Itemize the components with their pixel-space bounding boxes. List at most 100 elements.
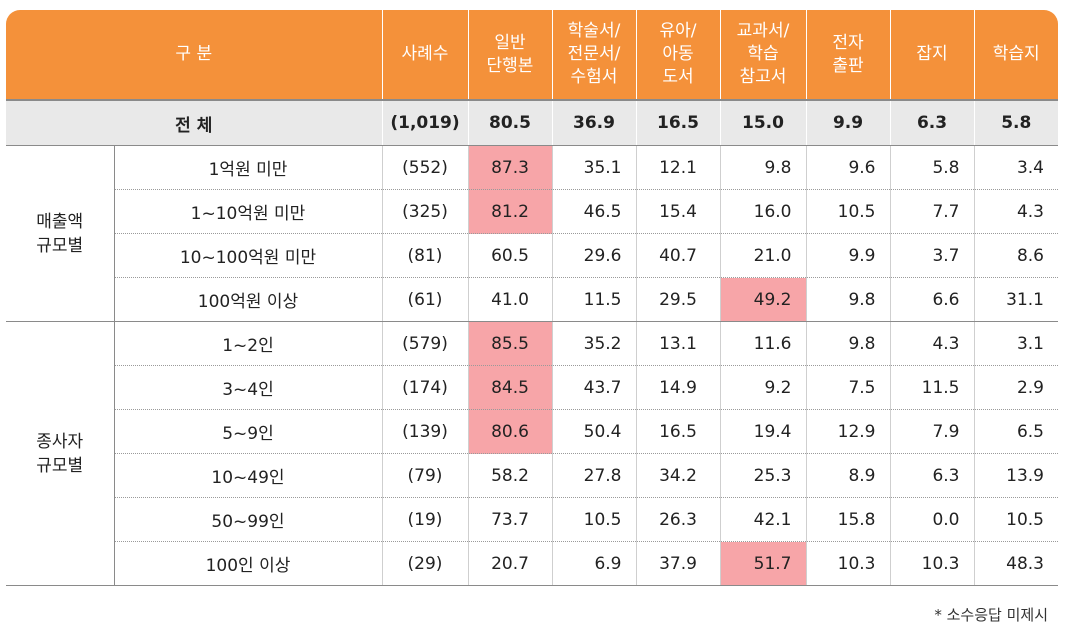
- row-value: 6.5: [973, 409, 1058, 454]
- row-value: 35.2: [551, 321, 636, 366]
- row-count: (61): [381, 277, 468, 322]
- row-value: 25.3: [719, 453, 806, 498]
- table-row: 100인 이상 (29) 20.7 6.9 37.9 51.7 10.3 10.3 48.3: [6, 541, 1058, 586]
- row-value: 13.1: [635, 321, 720, 366]
- table-row: 10~49인 (79) 58.2 27.8 34.2 25.3 8.9 6.3 13.9: [6, 453, 1058, 498]
- row-value: 11.5: [551, 277, 636, 322]
- row-value: 6.9: [551, 541, 636, 586]
- group-label: 종사자 규모별: [6, 321, 114, 586]
- row-value: 5.8: [889, 145, 974, 190]
- header-col4-line: 학습: [747, 44, 779, 64]
- table-row: 1~10억원 미만 (325) 81.2 46.5 15.4 16.0 10.5 7.7 4.3: [6, 189, 1058, 234]
- row-value: 10.3: [805, 541, 890, 586]
- row-value: 7.7: [889, 189, 974, 234]
- row-label: 1억원 미만: [113, 145, 382, 190]
- row-label: 50~99인: [113, 497, 382, 542]
- row-value: 9.8: [805, 321, 890, 366]
- row-value: 4.3: [889, 321, 974, 366]
- table-row: 50~99인 (19) 73.7 10.5 26.3 42.1 15.8 0.0 10.5: [6, 497, 1058, 542]
- row-value: 80.6: [467, 409, 552, 454]
- row-value: 14.9: [635, 365, 720, 410]
- header-col2: 학술서/ 전문서/ 수험서: [551, 10, 636, 100]
- table-row: 매출액 규모별 1억원 미만 (552) 87.3 35.1 12.1 9.8 9.6 5.8 3.…: [6, 145, 1058, 322]
- survey-table: 구 분 사례수 일반 단행본 학술서/ 전문서/ 수험서 유아/ 아동 도서: [6, 10, 1058, 586]
- row-value: 10.5: [551, 497, 636, 542]
- total-row: 전 체 (1,019) 80.5 36.9 16.5 15.0 9.9 6.3 …: [6, 99, 1058, 146]
- row-count: (81): [381, 233, 468, 278]
- row-value: 26.3: [635, 497, 720, 542]
- row-value: 51.7: [719, 541, 806, 586]
- row-label: 1~2인: [113, 321, 382, 366]
- row-count: (579): [381, 321, 468, 366]
- row-value: 7.5: [805, 365, 890, 410]
- row-value: 43.7: [551, 365, 636, 410]
- row-value: 3.7: [889, 233, 974, 278]
- group-label-line: 종사자: [36, 431, 84, 452]
- header-count: 사례수: [381, 10, 468, 100]
- row-value: 3.1: [973, 321, 1058, 366]
- row-value: 13.9: [973, 453, 1058, 498]
- row-value: 85.5: [467, 321, 552, 366]
- row-value: 21.0: [719, 233, 806, 278]
- total-value: 9.9: [805, 99, 890, 146]
- header-col1: 일반 단행본: [467, 10, 552, 100]
- row-value: 11.5: [889, 365, 974, 410]
- total-value: 16.5: [635, 99, 720, 146]
- row-count: (174): [381, 365, 468, 410]
- row-value: 9.6: [805, 145, 890, 190]
- row-value: 10.3: [889, 541, 974, 586]
- header-col2-line: 전문서/: [567, 44, 621, 64]
- row-value: 49.2: [719, 277, 806, 322]
- row-value: 42.1: [719, 497, 806, 542]
- row-count: (139): [381, 409, 468, 454]
- header-col3-line: 유아/: [659, 21, 697, 41]
- table-row: 5~9인 (139) 80.6 50.4 16.5 19.4 12.9 7.9 6.5: [6, 409, 1058, 454]
- row-value: 84.5: [467, 365, 552, 410]
- row-value: 12.1: [635, 145, 720, 190]
- row-value: 60.5: [467, 233, 552, 278]
- row-value: 8.6: [973, 233, 1058, 278]
- group-label-line: 규모별: [36, 235, 84, 256]
- header-col2-line: 학술서/: [567, 21, 621, 41]
- total-value: 80.5: [467, 99, 552, 146]
- row-value: 29.6: [551, 233, 636, 278]
- row-value: 16.0: [719, 189, 806, 234]
- header-col3: 유아/ 아동 도서: [635, 10, 720, 100]
- row-value: 9.2: [719, 365, 806, 410]
- row-value: 9.8: [805, 277, 890, 322]
- row-count: (29): [381, 541, 468, 586]
- header-col5-line: 출판: [832, 55, 864, 76]
- table-row: 3~4인 (174) 84.5 43.7 14.9 9.2 7.5 11.5 2.9: [6, 365, 1058, 410]
- row-value: 12.9: [805, 409, 890, 454]
- row-value: 4.3: [973, 189, 1058, 234]
- header-col1-line: 일반: [494, 32, 526, 53]
- row-value: 41.0: [467, 277, 552, 322]
- header-col2-line: 수험서: [570, 67, 618, 87]
- row-label: 1~10억원 미만: [113, 189, 382, 234]
- total-value: 15.0: [719, 99, 806, 146]
- total-value: 36.9: [551, 99, 636, 146]
- group-label-line: 매출액: [36, 211, 84, 232]
- row-value: 6.3: [889, 453, 974, 498]
- row-value: 16.5: [635, 409, 720, 454]
- row-label: 5~9인: [113, 409, 382, 454]
- row-value: 31.1: [973, 277, 1058, 322]
- header-col3-line: 도서: [662, 67, 694, 87]
- row-value: 87.3: [467, 145, 552, 190]
- row-value: 9.8: [719, 145, 806, 190]
- group-employees: 종사자 규모별 1~2인 (579) 85.5 35.2 13.1 11.6 9.8 4.3 3.1…: [6, 321, 1058, 586]
- row-value: 58.2: [467, 453, 552, 498]
- table-row: 종사자 규모별 1~2인 (579) 85.5 35.2 13.1 11.6 9.8 4.3 3.1: [6, 321, 1058, 586]
- row-value: 11.6: [719, 321, 806, 366]
- row-value: 15.8: [805, 497, 890, 542]
- header-col4-line: 교과서/: [736, 21, 790, 41]
- header-col6: 잡지: [889, 10, 974, 100]
- row-value: 29.5: [635, 277, 720, 322]
- total-value: 6.3: [889, 99, 974, 146]
- row-count: (19): [381, 497, 468, 542]
- row-count: (325): [381, 189, 468, 234]
- row-value: 8.9: [805, 453, 890, 498]
- row-value: 48.3: [973, 541, 1058, 586]
- table-row: 10~100억원 미만 (81) 60.5 29.6 40.7 21.0 9.9 3.7 8.6: [6, 233, 1058, 278]
